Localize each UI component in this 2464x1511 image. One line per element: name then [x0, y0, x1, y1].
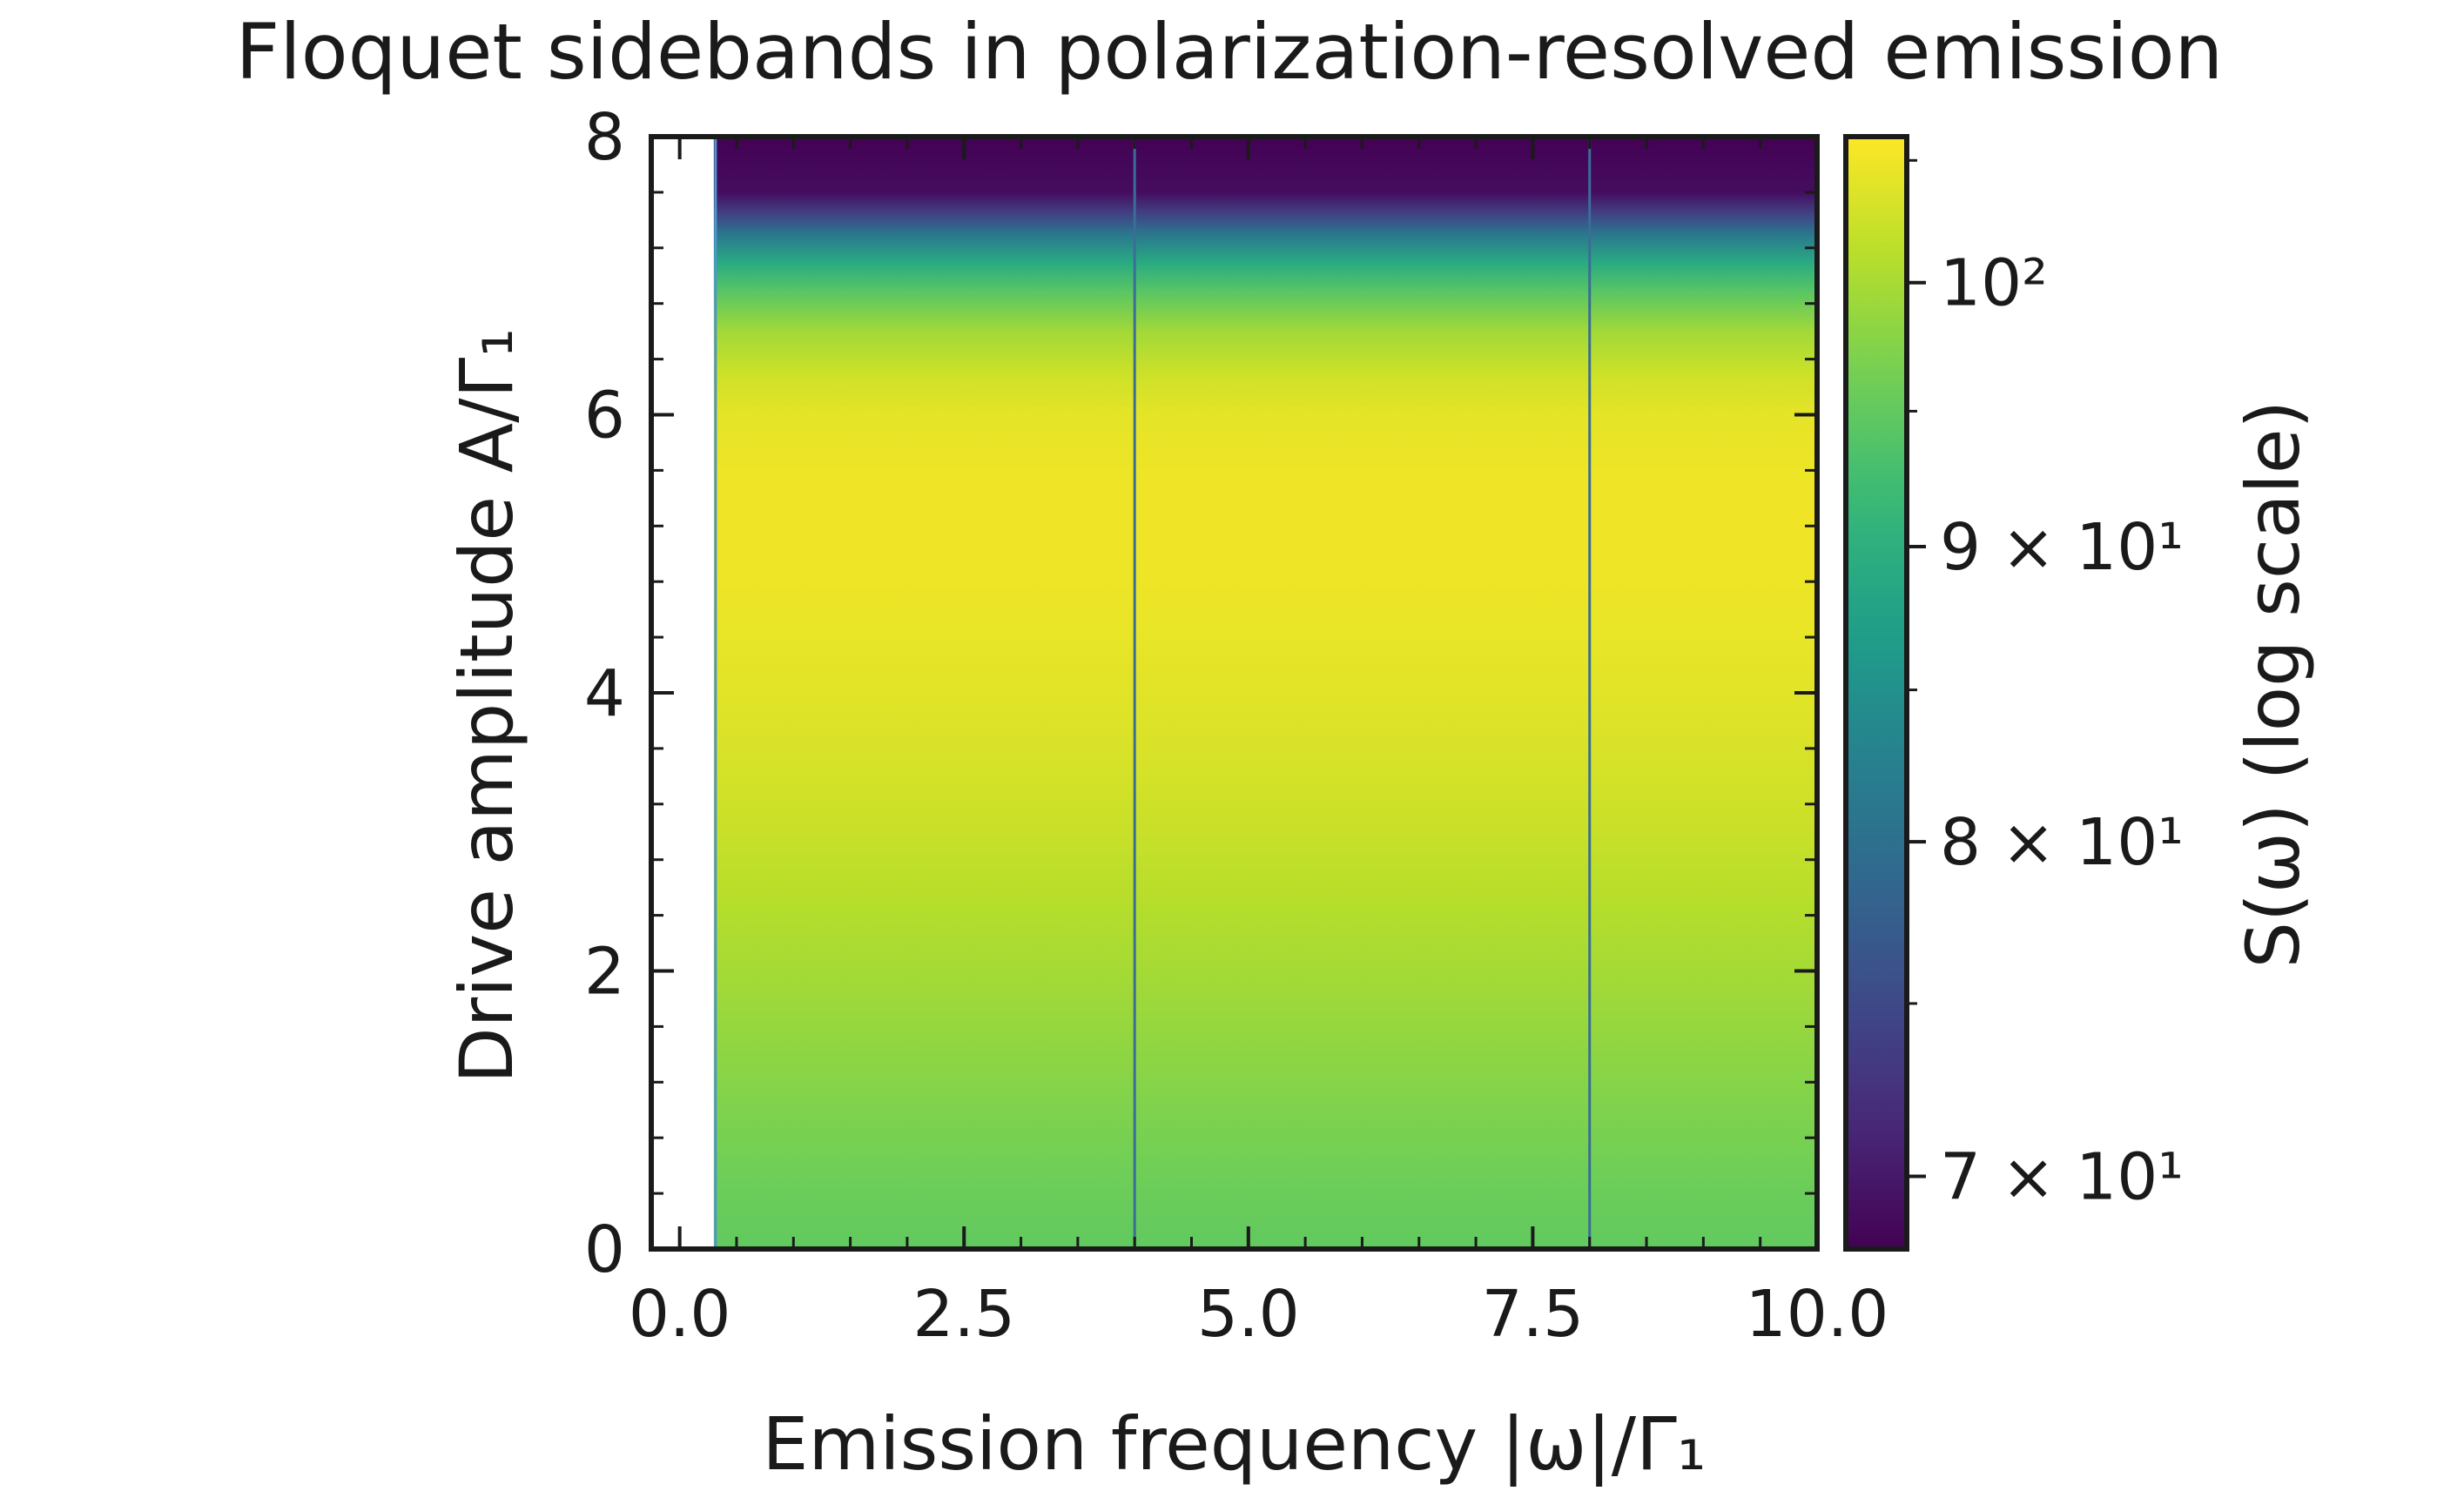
y-tick-label: 8	[584, 100, 625, 175]
y-tick-label: 0	[584, 1212, 625, 1287]
colorbar-tick-label: 7 × 10¹	[1940, 1140, 2184, 1215]
x-tick-label: 7.5	[1482, 1277, 1585, 1352]
y-tick-label: 4	[584, 656, 625, 731]
y-axis-title: Drive amplitude A/Γ₁	[444, 328, 529, 1084]
heatmap-cells	[713, 137, 1817, 1249]
colorbar-gradient-bar	[1846, 137, 1907, 1249]
plot-area: 0.0 2.5 5.0 7.5 10.0 0 2 4 6 8	[584, 100, 1888, 1352]
x-axis-title: Emission frequency |ω|/Γ₁	[762, 1401, 1706, 1487]
x-tick-label: 0.0	[629, 1277, 731, 1352]
colorbar-tick-label: 8 × 10¹	[1940, 805, 2184, 880]
y-tick-label: 2	[584, 935, 625, 1010]
colorbar-frame	[1843, 134, 1909, 1252]
colorbar-ticks: 7 × 10¹ 8 × 10¹ 9 × 10¹ 10²	[1907, 158, 2184, 1215]
y-axis-ticks: 0 2 4 6 8	[584, 100, 1817, 1287]
x-tick-label: 2.5	[912, 1277, 1015, 1352]
x-tick-label: 5.0	[1197, 1277, 1300, 1352]
chart-title: Floquet sidebands in polarization-resolv…	[236, 7, 2224, 97]
colorbar-title: S(ω) (log scale)	[2231, 400, 2316, 969]
x-tick-label: 10.0	[1746, 1277, 1889, 1352]
colorbar-tick-label: 10²	[1940, 246, 2048, 321]
x-axis-ticks: 0.0 2.5 5.0 7.5 10.0	[629, 137, 1889, 1352]
colorbar: 7 × 10¹ 8 × 10¹ 9 × 10¹ 10²	[1843, 134, 2184, 1252]
y-tick-label: 6	[584, 379, 625, 453]
sideband-lines	[714, 137, 1592, 1249]
colorbar-tick-label: 9 × 10¹	[1940, 510, 2184, 585]
